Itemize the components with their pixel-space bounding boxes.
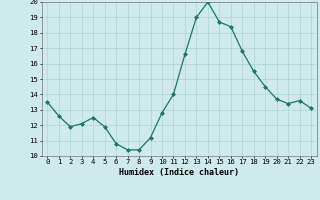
X-axis label: Humidex (Indice chaleur): Humidex (Indice chaleur) bbox=[119, 168, 239, 177]
